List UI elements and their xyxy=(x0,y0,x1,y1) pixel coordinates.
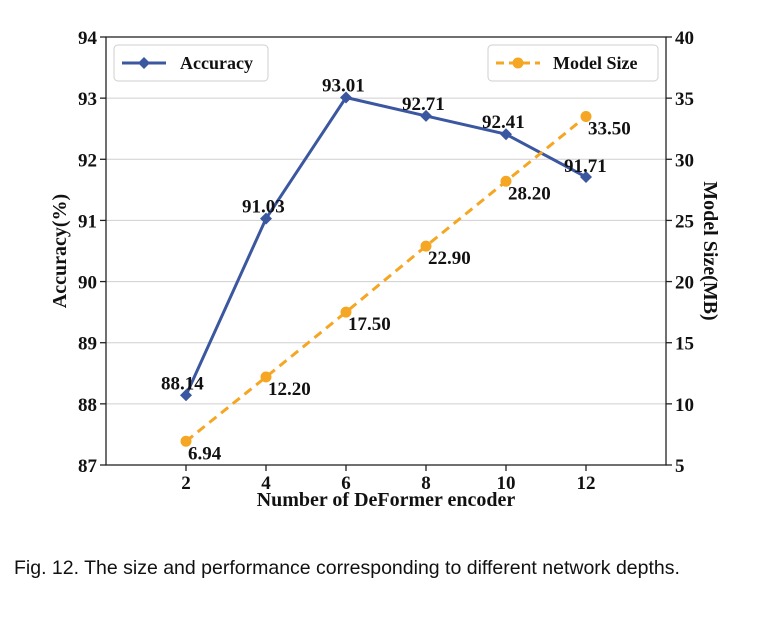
series-line-0 xyxy=(184,96,587,396)
left-axis-ticks: 87 88 89 90 91 92 93 94 xyxy=(78,28,106,477)
y2-tick-label: 30 xyxy=(675,150,694,171)
model-size-point xyxy=(420,240,432,252)
model-size-data-label: 33.50 xyxy=(588,118,631,139)
model-size-point xyxy=(340,306,352,318)
x-axis-title: Number of DeFormer encoder xyxy=(257,489,516,511)
y-tick-label: 94 xyxy=(78,28,98,49)
plot-frame xyxy=(105,36,667,466)
y-tick-label: 92 xyxy=(78,150,97,171)
model-size-point xyxy=(580,110,592,122)
data-labels: 88.14 91.03 93.01 92.71 92.41 91.71 6.94 12.20 1… xyxy=(161,76,631,465)
model-size-data-label: 6.94 xyxy=(188,443,222,464)
accuracy-point xyxy=(420,109,432,122)
accuracy-data-label: 88.14 xyxy=(161,373,204,394)
accuracy-point xyxy=(340,91,352,104)
y2-tick-label: 35 xyxy=(675,89,694,110)
accuracy-data-label: 91.03 xyxy=(242,197,285,218)
y2-tick-label: 40 xyxy=(675,28,694,49)
x-tick-label: 6 xyxy=(341,473,351,494)
y-tick-label: 91 xyxy=(78,211,97,232)
accuracy-point xyxy=(580,171,592,184)
x-tick-label: 4 xyxy=(261,473,271,494)
legend-model-size-circle-icon xyxy=(512,57,524,69)
accuracy-data-label: 92.41 xyxy=(482,112,525,133)
x-tick-label: 8 xyxy=(421,473,431,494)
y2-tick-label: 25 xyxy=(675,211,694,232)
accuracy-point xyxy=(180,389,192,402)
x-tick-label: 2 xyxy=(181,473,191,494)
y2-tick-label: 20 xyxy=(675,273,694,294)
legend-accuracy-box xyxy=(113,44,269,82)
legend-model-size-label: Model Size xyxy=(553,53,637,73)
legend-model-size: Model Size xyxy=(487,44,659,82)
y2-tick-label: 10 xyxy=(675,395,694,416)
model-size-point xyxy=(500,175,512,187)
accuracy-point xyxy=(500,128,512,141)
model-size-data-label: 12.20 xyxy=(268,379,311,400)
y-tick-label: 88 xyxy=(78,395,97,416)
right-axis-ticks: 5 10 15 20 25 30 35 40 xyxy=(666,28,694,477)
chart: 88.14 91.03 93.01 92.71 92.41 91.71 6.94 12.20 1… xyxy=(49,28,721,511)
y2-tick-label: 15 xyxy=(675,334,694,355)
x-tick-label: 12 xyxy=(577,473,596,494)
y-tick-label: 87 xyxy=(78,456,98,477)
accuracy-point xyxy=(260,212,272,225)
model-size-point xyxy=(180,435,192,447)
model-size-data-label: 28.20 xyxy=(508,183,551,204)
y-tick-label: 89 xyxy=(78,334,97,355)
y-axis-title: Accuracy(%) xyxy=(49,194,71,308)
y-tick-label: 93 xyxy=(78,89,97,110)
accuracy-data-label: 92.71 xyxy=(402,94,445,115)
legend-model-size-box xyxy=(487,44,659,82)
y-tick-label: 90 xyxy=(78,273,97,294)
legend-accuracy-diamond-icon xyxy=(138,57,150,69)
series-lines xyxy=(184,96,587,443)
gridlines xyxy=(106,97,666,405)
model-size-data-label: 17.50 xyxy=(348,314,391,335)
x-axis-ticks: 2 4 6 8 10 12 xyxy=(181,465,596,494)
legend-accuracy-label: Accuracy xyxy=(180,53,253,73)
accuracy-data-label: 93.01 xyxy=(322,76,365,97)
model-size-data-label: 22.90 xyxy=(428,248,471,269)
x-tick-label: 10 xyxy=(497,473,516,494)
legend-accuracy: Accuracy xyxy=(113,44,269,82)
y2-axis-title: Model Size(MB) xyxy=(699,181,721,320)
figure-caption: Fig. 12. The size and performance corres… xyxy=(14,557,680,579)
series-line-1 xyxy=(185,115,587,443)
model-size-point xyxy=(260,371,272,383)
series-markers xyxy=(180,91,592,447)
accuracy-data-label: 91.71 xyxy=(564,156,607,177)
y2-tick-label: 5 xyxy=(675,456,685,477)
